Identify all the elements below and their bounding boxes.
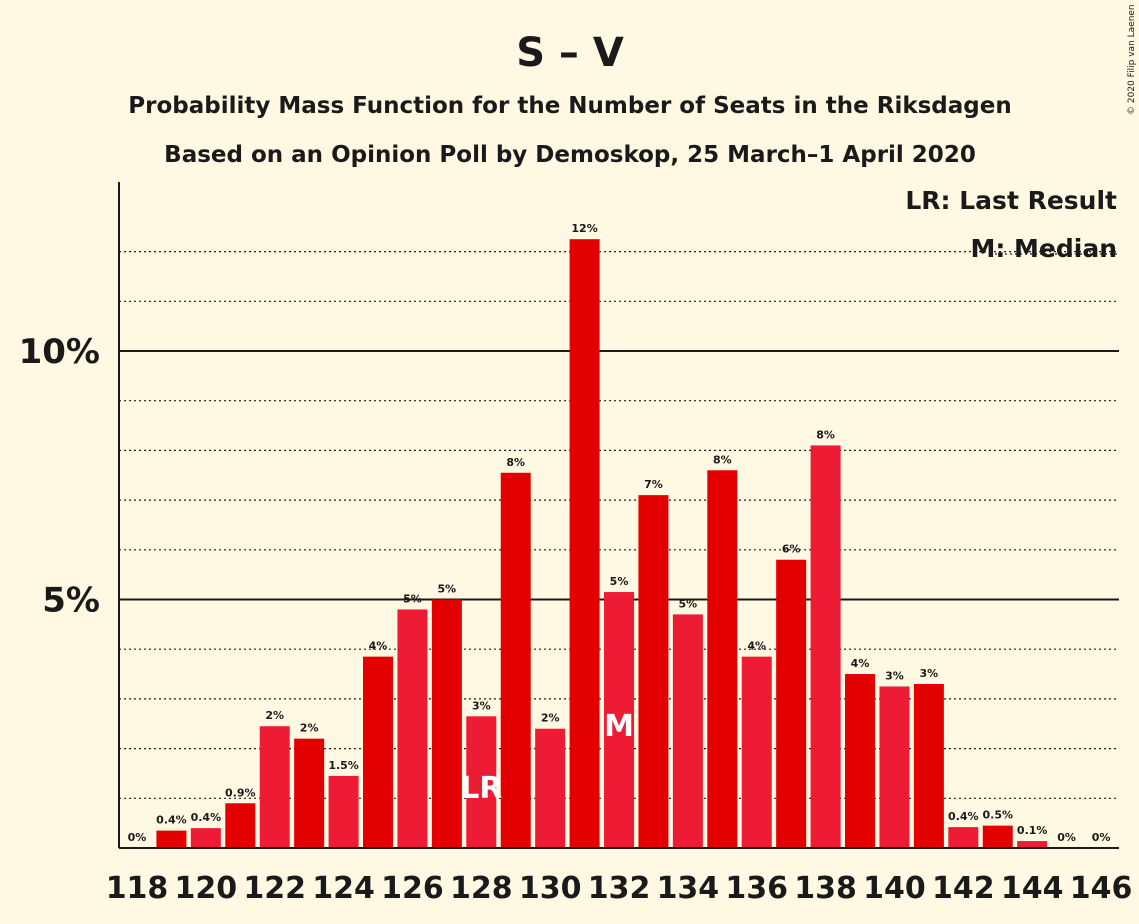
- y-tick-labels: 5% 10%: [19, 332, 100, 621]
- x-tick-label: 138: [794, 871, 857, 906]
- bar-144: [1017, 841, 1048, 848]
- legend: LR: Last Result M: Median: [905, 186, 1117, 263]
- bar-131: [569, 239, 600, 849]
- data-label-119: 0.4%: [156, 814, 187, 827]
- data-label-140: 3%: [885, 669, 904, 682]
- data-label-141: 3%: [920, 667, 939, 680]
- bar-134: [672, 614, 703, 848]
- bar-126: [397, 609, 428, 848]
- data-label-127: 5%: [438, 583, 457, 596]
- marker-m: M: [604, 709, 634, 744]
- chart-title: S – V: [516, 30, 624, 76]
- data-label-143: 0.5%: [982, 809, 1013, 822]
- x-tick-label: 136: [725, 871, 788, 906]
- data-label-137: 6%: [782, 543, 801, 556]
- bar-140: [879, 686, 910, 848]
- data-label-131: 12%: [571, 222, 597, 235]
- bar-137: [776, 559, 807, 848]
- bar-128: [466, 716, 497, 848]
- bar-124: [328, 775, 359, 848]
- bar-141: [913, 683, 944, 848]
- data-label-123: 2%: [300, 722, 319, 735]
- data-labels: 0%0.4% 0.4%0.9%2%2%1.5%4%5%5%3%8%2%12%5%7…: [128, 222, 1111, 844]
- data-label-139: 4%: [851, 657, 870, 670]
- bar-122: [259, 726, 290, 848]
- data-label-142: 0.4%: [948, 810, 979, 823]
- x-tick-label: 144: [1001, 871, 1064, 906]
- x-tick-label: 146: [1070, 871, 1133, 906]
- x-tick-label: 120: [175, 871, 238, 906]
- data-label-120: 0.4%: [191, 811, 222, 824]
- data-label-128: 3%: [472, 699, 491, 712]
- bar-125: [363, 656, 394, 848]
- data-label-126: 5%: [403, 592, 422, 605]
- data-label-144: 0.1%: [1017, 824, 1048, 837]
- data-label-124: 1.5%: [328, 759, 359, 772]
- x-tick-label: 130: [519, 871, 582, 906]
- data-label-125: 4%: [369, 640, 388, 653]
- bar-119: [156, 830, 187, 848]
- legend-entry: M: Median: [970, 234, 1117, 263]
- bar-120: [190, 828, 221, 848]
- data-label-135: 8%: [713, 453, 732, 466]
- data-label-133: 7%: [644, 478, 663, 491]
- x-tick-label: 126: [381, 871, 444, 906]
- bar-130: [535, 728, 566, 848]
- data-label-122: 2%: [265, 709, 284, 722]
- x-tick-labels: 118 120 122 124 126 128 130 132 134 136 138 140 142 1…: [106, 871, 1133, 906]
- x-tick-label: 122: [243, 871, 306, 906]
- data-label-138: 8%: [816, 428, 835, 441]
- bar-129: [500, 472, 531, 848]
- bar-143: [982, 825, 1013, 848]
- bar-142: [948, 827, 979, 848]
- x-tick-label: 128: [450, 871, 513, 906]
- x-tick-label: 118: [106, 871, 169, 906]
- data-label-118: 0%: [128, 831, 147, 844]
- data-label-121: 0.9%: [225, 786, 256, 799]
- data-label-145: 0%: [1057, 831, 1076, 844]
- data-label-146: 0%: [1092, 831, 1111, 844]
- bar-135: [707, 470, 738, 848]
- chart-subtitle-2: Based on an Opinion Poll by Demoskop, 25…: [164, 142, 976, 168]
- data-label-134: 5%: [679, 597, 698, 610]
- bar-139: [845, 674, 876, 848]
- bars: [156, 239, 1048, 849]
- legend-entry: LR: Last Result: [905, 186, 1117, 215]
- x-tick-label: 140: [863, 871, 926, 906]
- data-label-130: 2%: [541, 712, 560, 725]
- bar-133: [638, 495, 669, 848]
- bar-123: [294, 738, 325, 848]
- bar-markers: LR M: [460, 709, 634, 806]
- marker-lr: LR: [460, 771, 502, 806]
- x-tick-label: 132: [588, 871, 651, 906]
- y-tick-label: 10%: [19, 332, 100, 372]
- y-tick-label: 5%: [42, 581, 100, 621]
- axes: [118, 182, 1119, 849]
- bar-127: [431, 599, 462, 848]
- bar-136: [741, 656, 772, 848]
- copyright-text: © 2020 Filip van Laenen: [1127, 4, 1137, 115]
- data-label-129: 8%: [506, 456, 525, 469]
- chart-subtitle: Probability Mass Function for the Number…: [128, 93, 1011, 119]
- data-label-136: 4%: [747, 640, 766, 653]
- data-label-132: 5%: [610, 575, 629, 588]
- x-tick-label: 142: [932, 871, 995, 906]
- bar-121: [225, 803, 256, 848]
- bar-132: [604, 592, 635, 848]
- x-tick-label: 134: [657, 871, 720, 906]
- bar-138: [810, 445, 841, 848]
- x-tick-label: 124: [312, 871, 375, 906]
